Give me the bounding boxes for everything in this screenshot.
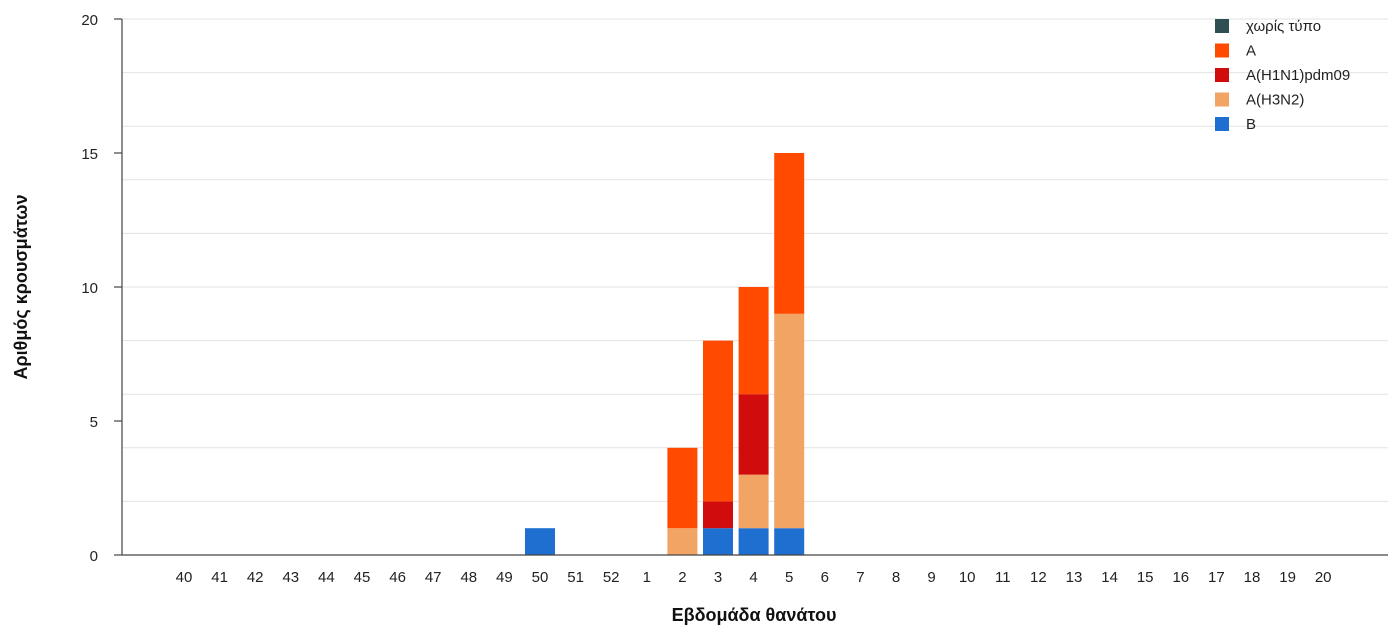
x-tick-label: 46 [389, 569, 406, 586]
x-tick-label: 47 [425, 569, 442, 586]
bar-segment [738, 474, 769, 529]
bar-segment [774, 313, 805, 529]
x-tick-label: 15 [1137, 569, 1154, 586]
x-tick-label: 50 [532, 569, 549, 586]
x-tick-label: 14 [1101, 569, 1118, 586]
bar-segment [525, 528, 555, 555]
y-axis-ticks: 0 5 10 15 20 [81, 12, 122, 565]
x-tick-label: 40 [176, 569, 193, 586]
x-tick-label: 18 [1244, 569, 1261, 586]
legend-swatch [1215, 19, 1229, 33]
x-tick-label: 44 [318, 569, 335, 586]
legend-label: A(H1N1)pdm09 [1246, 67, 1350, 84]
x-tick-label: 19 [1279, 569, 1296, 586]
bar-segment [738, 394, 769, 475]
legend-label: χωρίς τύπο [1246, 18, 1321, 35]
x-tick-label: 52 [603, 569, 620, 586]
legend-swatch [1215, 43, 1229, 58]
bar-segment [774, 528, 805, 555]
x-tick-label: 16 [1172, 569, 1189, 586]
x-tick-label: 20 [1315, 569, 1332, 586]
x-tick-label: 43 [282, 569, 299, 586]
x-tick-label: 2 [678, 569, 686, 586]
x-tick-label: 1 [643, 569, 651, 586]
x-tick-label: 17 [1208, 569, 1225, 586]
x-tick-label: 5 [785, 569, 793, 586]
x-tick-label: 41 [211, 569, 228, 586]
x-tick-label: 8 [892, 569, 900, 586]
legend-swatch [1215, 92, 1229, 107]
x-tick-label: 3 [714, 569, 722, 586]
x-axis-ticks: 40 41 42 43 44 45 46 47 48 49 50 51 52 1 2 3 4 5 6 7 8 9 10 11 1… [176, 569, 1332, 586]
x-tick-label: 42 [247, 569, 264, 586]
x-tick-label: 10 [959, 569, 976, 586]
x-tick-label: 51 [567, 569, 584, 586]
bar-segment [703, 528, 733, 555]
y-tick-label: 15 [81, 146, 98, 163]
y-tick-label: 20 [81, 12, 98, 29]
y-axis-title: Αριθμός κρουσμάτων [11, 194, 31, 379]
bar-segment [774, 153, 805, 314]
x-tick-label: 49 [496, 569, 513, 586]
y-tick-label: 5 [90, 414, 98, 431]
x-tick-label: 11 [995, 569, 1011, 586]
legend-swatch [1215, 68, 1229, 82]
y-tick-label: 0 [90, 548, 98, 565]
legend-label: A [1246, 43, 1256, 60]
x-tick-label: 6 [821, 569, 829, 586]
x-tick-label: 13 [1066, 569, 1083, 586]
legend-label: B [1246, 116, 1256, 133]
x-tick-label: 7 [856, 569, 864, 586]
bars [525, 153, 805, 555]
x-tick-label: 12 [1030, 569, 1047, 586]
x-tick-label: 4 [749, 569, 757, 586]
x-tick-label: 9 [927, 569, 935, 586]
bar-segment [667, 528, 698, 555]
legend-label: A(H3N2) [1246, 92, 1304, 109]
x-axis-title: Εβδομάδα θανάτου [672, 605, 837, 625]
x-tick-label: 45 [354, 569, 371, 586]
legend: χωρίς τύπο A A(H1N1)pdm09 A(H3N2) B [1215, 18, 1350, 133]
bar-segment [703, 501, 733, 529]
legend-swatch [1215, 117, 1229, 131]
y-tick-label: 10 [81, 280, 98, 297]
bar-segment [738, 528, 769, 555]
bar-segment [703, 340, 733, 502]
bar-segment [738, 287, 769, 395]
bar-segment [667, 447, 698, 529]
x-tick-label: 48 [460, 569, 477, 586]
